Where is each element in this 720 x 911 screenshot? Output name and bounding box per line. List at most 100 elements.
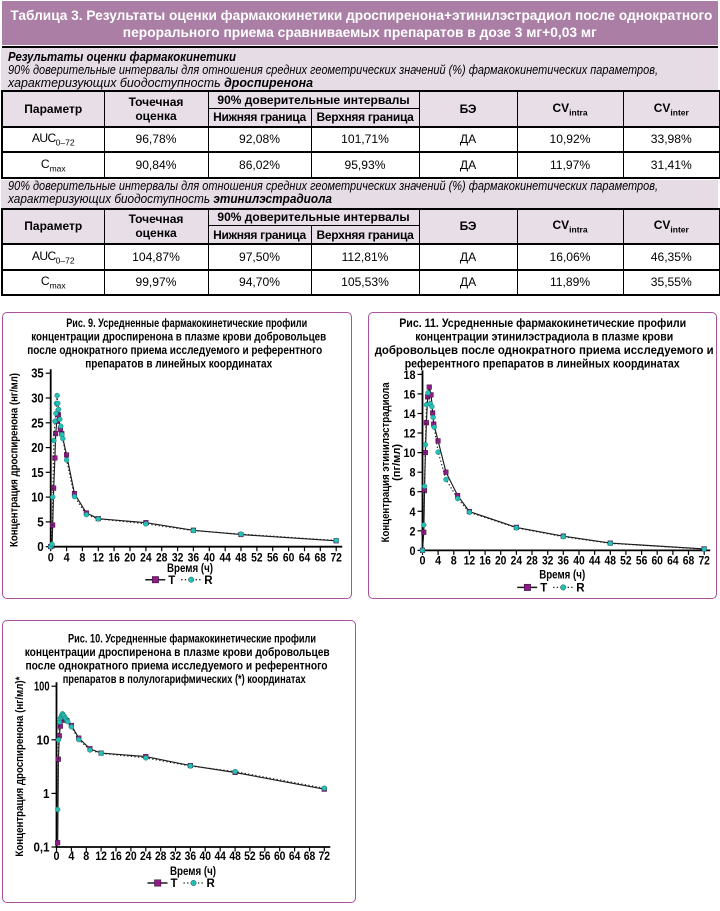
svg-text:52: 52 bbox=[620, 554, 632, 568]
svg-text:8: 8 bbox=[451, 554, 457, 568]
svg-text:15: 15 bbox=[31, 465, 44, 480]
svg-text:8: 8 bbox=[410, 468, 417, 480]
svg-text:добровольцев после однократног: добровольцев после однократного приема и… bbox=[375, 343, 714, 357]
svg-text:16: 16 bbox=[404, 389, 416, 401]
svg-text:32: 32 bbox=[170, 849, 182, 863]
svg-text:концентрации дроспиренона в пл: концентрации дроспиренона в плазме крови… bbox=[25, 645, 330, 659]
svg-text:препаратов в полулогарифмическ: препаратов в полулогарифмических (*) коо… bbox=[63, 672, 306, 686]
svg-text:Рис. 11. Усредненные фармакоки: Рис. 11. Усредненные фармакокинетические… bbox=[399, 316, 686, 330]
svg-text:68: 68 bbox=[304, 849, 316, 863]
svg-text:64: 64 bbox=[289, 849, 301, 863]
svg-text:4: 4 bbox=[64, 551, 70, 565]
svg-text:T: T bbox=[171, 878, 178, 890]
svg-text:44: 44 bbox=[214, 849, 226, 863]
svg-text:Концентрация дроспиренона (нг/: Концентрация дроспиренона (нг/мл) bbox=[9, 373, 21, 547]
svg-text:2: 2 bbox=[410, 526, 416, 538]
svg-text:24: 24 bbox=[140, 849, 152, 863]
svg-text:0: 0 bbox=[37, 539, 44, 554]
svg-text:36: 36 bbox=[185, 849, 197, 863]
svg-text:0: 0 bbox=[410, 546, 416, 558]
svg-text:48: 48 bbox=[229, 849, 241, 863]
svg-text:10: 10 bbox=[37, 732, 50, 747]
svg-text:44: 44 bbox=[589, 554, 601, 568]
svg-text:0: 0 bbox=[420, 554, 426, 568]
svg-text:12: 12 bbox=[95, 849, 107, 863]
svg-text:100: 100 bbox=[34, 679, 50, 694]
svg-text:1: 1 bbox=[43, 786, 50, 801]
svg-text:12: 12 bbox=[404, 429, 416, 441]
svg-text:после однократного приема иссл: после однократного приема исследуемого и… bbox=[26, 658, 328, 672]
svg-text:0: 0 bbox=[48, 551, 54, 565]
svg-text:0: 0 bbox=[54, 849, 60, 863]
svg-text:60: 60 bbox=[274, 849, 286, 863]
svg-text:64: 64 bbox=[299, 551, 311, 565]
svg-text:72: 72 bbox=[319, 849, 331, 863]
svg-text:10: 10 bbox=[31, 490, 44, 505]
svg-text:40: 40 bbox=[200, 849, 212, 863]
svg-text:препаратов в линейных координа: препаратов в линейных координатах bbox=[85, 356, 272, 370]
svg-text:16: 16 bbox=[108, 551, 120, 565]
svg-text:16: 16 bbox=[110, 849, 122, 863]
svg-text:14: 14 bbox=[404, 409, 417, 421]
svg-text:20: 20 bbox=[495, 554, 507, 568]
svg-text:8: 8 bbox=[79, 551, 85, 565]
svg-text:32: 32 bbox=[172, 551, 184, 565]
svg-text:10: 10 bbox=[404, 448, 416, 460]
svg-text:28: 28 bbox=[155, 849, 167, 863]
svg-text:68: 68 bbox=[683, 554, 695, 568]
svg-text:28: 28 bbox=[526, 554, 538, 568]
svg-text:5: 5 bbox=[37, 514, 44, 529]
svg-text:(пг/мл): (пг/мл) bbox=[391, 444, 403, 481]
svg-text:4: 4 bbox=[435, 554, 441, 568]
svg-text:18: 18 bbox=[404, 370, 417, 382]
svg-text:48: 48 bbox=[235, 551, 247, 565]
svg-text:Рис. 9. Усредненные фармакокин: Рис. 9. Усредненные фармакокинетические … bbox=[66, 316, 307, 330]
svg-text:Концентрация дроспиренона (нг/: Концентрация дроспиренона (нг/мл)* bbox=[14, 676, 26, 857]
svg-text:60: 60 bbox=[651, 554, 663, 568]
svg-text:Время (ч): Время (ч) bbox=[539, 570, 585, 582]
svg-text:52: 52 bbox=[251, 551, 263, 565]
svg-text:35: 35 bbox=[31, 366, 44, 381]
svg-text:44: 44 bbox=[219, 551, 231, 565]
svg-text:28: 28 bbox=[156, 551, 168, 565]
svg-text:4: 4 bbox=[68, 849, 74, 863]
svg-text:20: 20 bbox=[31, 440, 44, 455]
svg-text:36: 36 bbox=[558, 554, 570, 568]
svg-text:24: 24 bbox=[511, 554, 523, 568]
svg-text:после однократного приема иссл: после однократного приема исследуемого и… bbox=[27, 343, 322, 357]
svg-text:64: 64 bbox=[667, 554, 679, 568]
svg-text:концентрации этинилэстрадиола: концентрации этинилэстрадиола в плазме к… bbox=[415, 330, 673, 344]
svg-text:40: 40 bbox=[204, 551, 216, 565]
svg-text:12: 12 bbox=[464, 554, 476, 568]
svg-text:6: 6 bbox=[410, 487, 416, 499]
svg-text:R: R bbox=[207, 878, 216, 890]
svg-text:R: R bbox=[576, 583, 585, 595]
svg-text:56: 56 bbox=[267, 551, 279, 565]
svg-text:концентрации дроспиренона в пл: концентрации дроспиренона в плазме крови… bbox=[31, 330, 326, 344]
svg-text:72: 72 bbox=[330, 551, 342, 565]
svg-text:Время (ч): Время (ч) bbox=[170, 866, 216, 878]
svg-text:24: 24 bbox=[140, 551, 152, 565]
svg-text:72: 72 bbox=[698, 554, 710, 568]
svg-text:T: T bbox=[540, 583, 547, 595]
svg-text:T: T bbox=[168, 575, 175, 587]
svg-text:8: 8 bbox=[83, 849, 89, 863]
svg-text:32: 32 bbox=[542, 554, 554, 568]
svg-text:48: 48 bbox=[605, 554, 617, 568]
svg-text:4: 4 bbox=[410, 507, 417, 519]
svg-text:56: 56 bbox=[259, 849, 271, 863]
svg-text:20: 20 bbox=[125, 849, 137, 863]
svg-text:0,1: 0,1 bbox=[34, 840, 50, 855]
svg-text:52: 52 bbox=[244, 849, 256, 863]
svg-text:Рис. 10. Усредненные фармакоки: Рис. 10. Усредненные фармакокинетические… bbox=[68, 632, 316, 646]
svg-text:60: 60 bbox=[283, 551, 295, 565]
svg-text:R: R bbox=[204, 575, 213, 587]
svg-text:16: 16 bbox=[479, 554, 491, 568]
svg-text:референтного препаратов в лине: референтного препаратов в линейных коорд… bbox=[405, 356, 680, 370]
svg-text:Концентрация этинилэстрадиола: Концентрация этинилэстрадиола bbox=[380, 382, 392, 543]
svg-text:Время (ч): Время (ч) bbox=[167, 563, 213, 575]
svg-text:40: 40 bbox=[573, 554, 585, 568]
svg-text:36: 36 bbox=[188, 551, 200, 565]
svg-text:30: 30 bbox=[31, 391, 44, 406]
svg-text:25: 25 bbox=[31, 415, 44, 430]
